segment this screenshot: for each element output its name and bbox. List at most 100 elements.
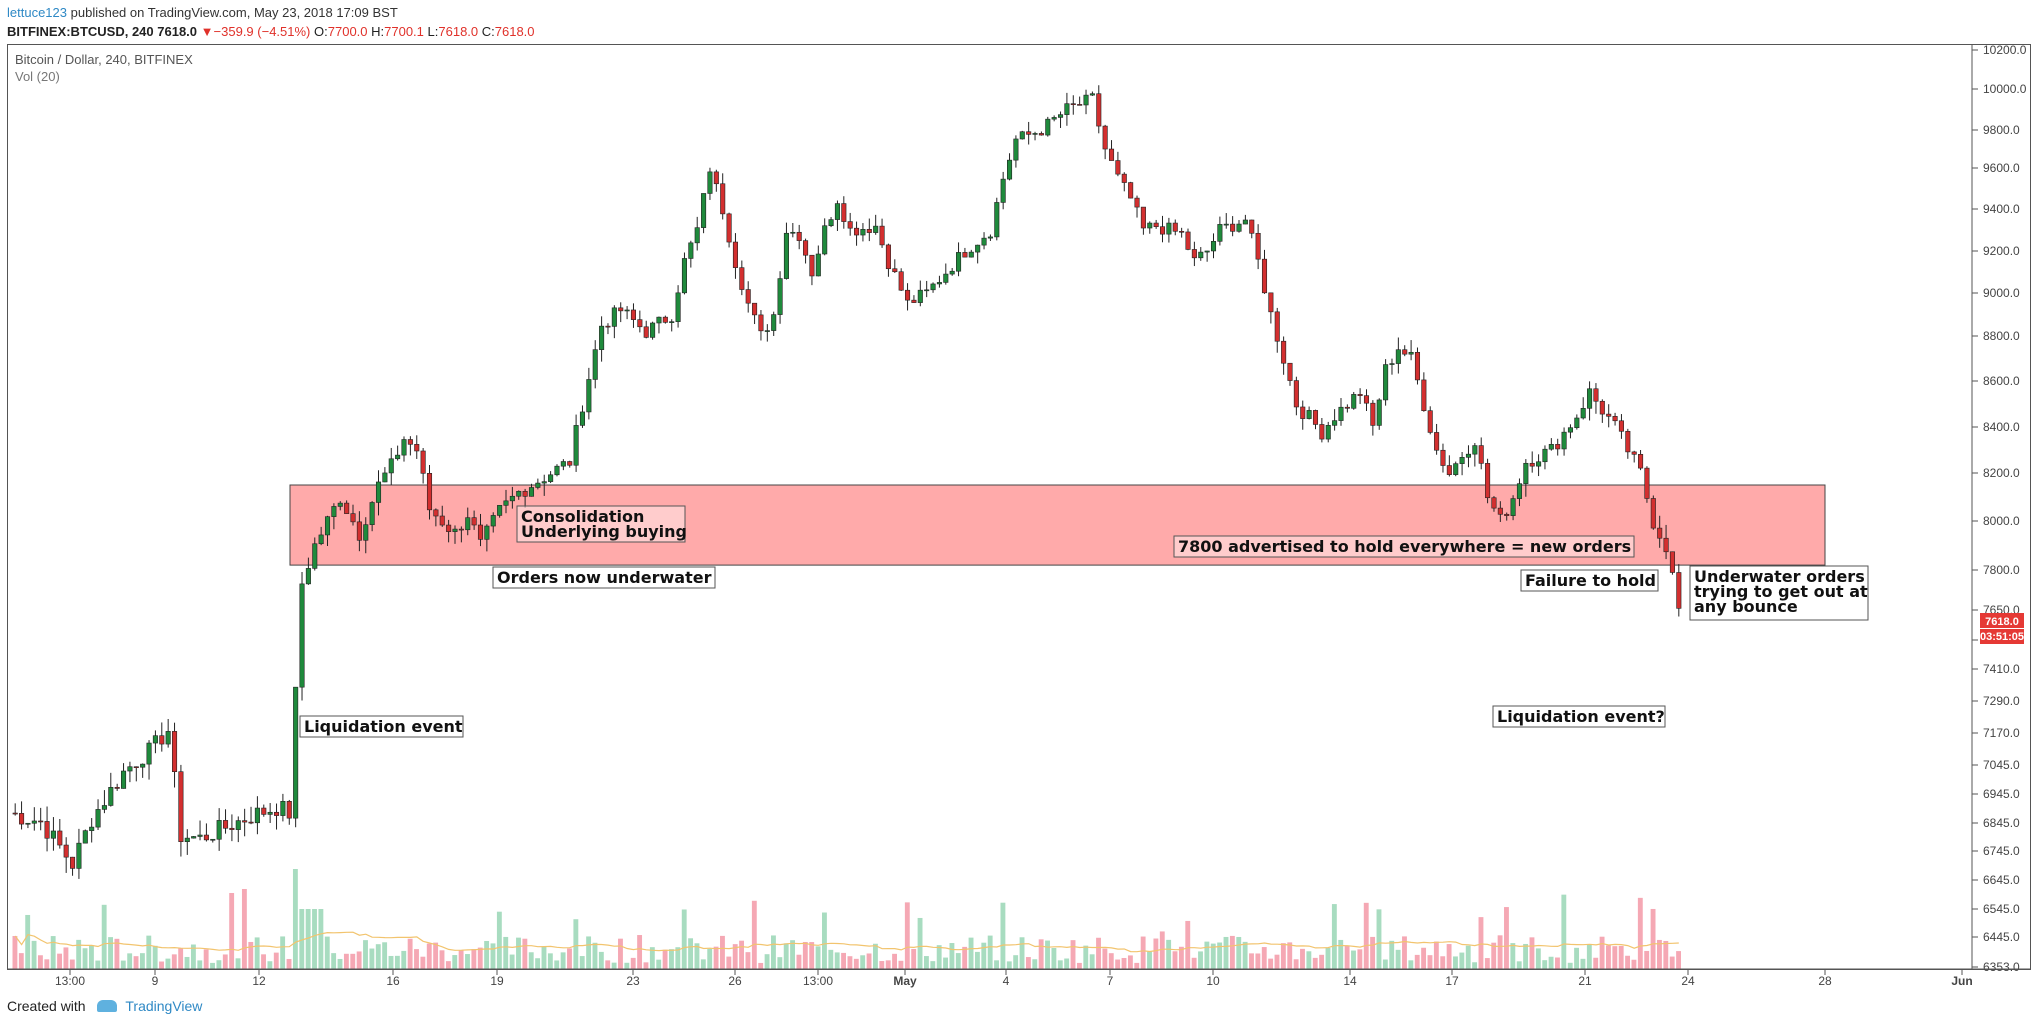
volume-bar [1249, 953, 1254, 969]
price-tick-label: 8000.0 [1983, 514, 2020, 528]
candle-body [1351, 394, 1357, 409]
candle-body [1332, 420, 1338, 426]
candle-body [254, 807, 260, 824]
candle-body [1255, 232, 1261, 260]
candle-body [1153, 222, 1159, 227]
candle-body [548, 474, 554, 482]
candle-body [681, 258, 687, 294]
candle-body [497, 505, 503, 516]
candle-body [293, 686, 299, 819]
candle-body [560, 461, 566, 467]
candle-body [892, 268, 898, 273]
volume-bar [1217, 942, 1223, 969]
volume-bar [1657, 939, 1662, 969]
volume-bar [452, 955, 458, 969]
candle-body [701, 193, 707, 228]
high-value: 7700.1 [384, 24, 424, 39]
volume-bar [802, 941, 808, 969]
candle-body [1293, 380, 1299, 408]
price-tick-label: 6845.0 [1983, 816, 2020, 830]
candle-body [152, 735, 158, 744]
candle-body [1121, 173, 1127, 183]
candle-body [1261, 258, 1268, 294]
candle-body [1523, 462, 1529, 484]
candle-body [426, 473, 433, 511]
time-tick-label: 9 [152, 974, 159, 988]
volume-bar [898, 960, 904, 969]
candle-body [1172, 222, 1178, 232]
candle-body [822, 225, 828, 255]
candle-body [477, 524, 484, 540]
volume-bar [974, 951, 980, 969]
candle-body [1166, 222, 1172, 235]
candle-body [216, 820, 222, 840]
volume-bar [598, 951, 604, 969]
candle-body [1434, 432, 1440, 451]
time-axis: 13:00 9 12 16 19 23 26 13:00 May 4 7 10 14 17 21 24 28 Ju… [7, 968, 2031, 988]
volume-bar [911, 948, 917, 969]
candle-body [707, 171, 713, 194]
annotation-box [1173, 535, 1635, 558]
candle-body [911, 299, 917, 303]
volume-bar [994, 960, 999, 969]
volume-bar [834, 952, 840, 969]
candle-body [834, 203, 840, 220]
candle-body [917, 289, 923, 303]
volume-bar [299, 909, 305, 969]
candle-body [879, 225, 885, 246]
candle-body [656, 316, 662, 324]
time-tick-label: 21 [1578, 974, 1592, 988]
annotation-text: trying to get out at [1694, 582, 1868, 601]
volume-bar [210, 962, 215, 969]
close-value: 7618.0 [494, 24, 535, 39]
time-tick-label: 16 [386, 974, 400, 988]
volume-bar [25, 914, 31, 969]
candle-body [63, 844, 69, 858]
candle-body [38, 820, 44, 823]
volume-bar [1510, 943, 1516, 969]
price-tick-label: 8600.0 [1983, 374, 2020, 388]
candle-body [739, 267, 745, 290]
candle-body [726, 213, 732, 243]
volume-bar [1625, 955, 1631, 969]
volume-bar [1453, 956, 1458, 969]
volume-bar [1676, 951, 1681, 969]
candle-body [248, 821, 254, 824]
candle-body [1134, 197, 1140, 208]
author-link[interactable]: lettuce123 [7, 5, 67, 20]
volume-bar [496, 911, 502, 969]
tradingview-link[interactable]: TradingView [125, 998, 203, 1014]
candle-body [650, 322, 656, 338]
volume-bar [860, 955, 866, 969]
candle-body [662, 316, 668, 323]
candle-body [1281, 340, 1287, 364]
volume-bar [1465, 945, 1471, 969]
annotation-text: Underwater orders [1694, 567, 1865, 586]
candle-body [452, 528, 458, 532]
volume-bar [1057, 960, 1063, 969]
low-value: 7618.0 [438, 24, 479, 39]
annotation-text: any bounce [1694, 597, 1798, 616]
candle-body [1102, 125, 1108, 150]
volume-bar [1255, 953, 1261, 969]
volume-bar [394, 955, 400, 969]
volume-bar [1357, 949, 1363, 969]
candle-body [1516, 483, 1522, 499]
candle-body [936, 282, 942, 285]
volume-bar [1484, 958, 1490, 969]
volume-bar [1000, 902, 1006, 969]
volume-bar [758, 962, 764, 969]
time-tick-label: 10 [1206, 974, 1220, 988]
candle-body [210, 838, 216, 841]
candle-body [1217, 224, 1223, 242]
candle-body [407, 439, 413, 445]
volume-bar [535, 958, 541, 969]
volume-bar [1497, 935, 1503, 969]
volume-bar [414, 949, 419, 969]
candle-body [1083, 94, 1089, 106]
low-label: L: [427, 24, 439, 39]
volume-bar [1274, 954, 1280, 969]
candle-body [975, 244, 981, 253]
volume-bar [1185, 920, 1191, 969]
